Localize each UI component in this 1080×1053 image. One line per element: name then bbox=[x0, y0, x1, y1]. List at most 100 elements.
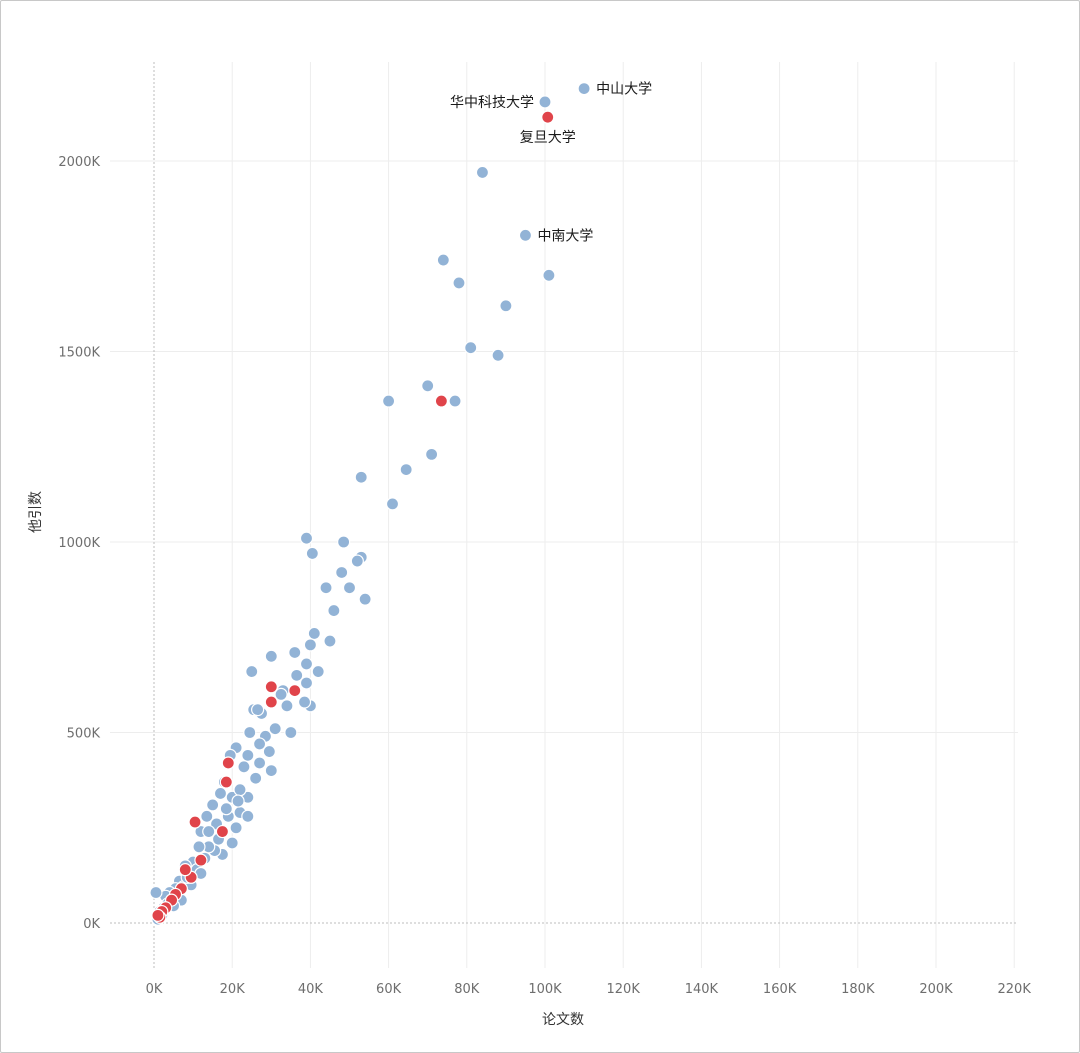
x-tick-label: 80K bbox=[454, 982, 480, 997]
y-axis-title: 他引数 bbox=[28, 491, 44, 533]
point-label: 中山大学 bbox=[596, 82, 652, 98]
blue-point bbox=[319, 581, 333, 595]
blue-point bbox=[337, 535, 351, 549]
x-tick-label: 60K bbox=[376, 982, 402, 997]
blue-point bbox=[274, 687, 288, 702]
y-axis-ticks: 0K500K1000K1500K2000K2500K3000K3500K4000… bbox=[58, 155, 101, 932]
x-tick-label: 140K bbox=[685, 982, 719, 997]
blue-point bbox=[249, 771, 263, 785]
y-tick-label: 1500K bbox=[58, 346, 100, 361]
blue-point bbox=[499, 299, 513, 313]
point-labels: 中国科学院大学清华大学上海交通大学浙江大学北京大学中山大学华中科技大学复旦大学中… bbox=[450, 82, 652, 245]
data-points bbox=[149, 82, 591, 926]
red-point bbox=[188, 815, 202, 829]
red-point bbox=[221, 756, 235, 770]
point-label: 中南大学 bbox=[537, 228, 593, 244]
x-tick-label: 160K bbox=[763, 982, 797, 997]
blue-point bbox=[421, 379, 435, 393]
blue-point bbox=[299, 657, 314, 671]
y-tick-label: 500K bbox=[67, 727, 101, 742]
blue-point bbox=[382, 394, 396, 408]
blue-point bbox=[241, 748, 255, 762]
point-label: 华中科技大学 bbox=[450, 95, 534, 111]
blue-point bbox=[323, 634, 337, 648]
blue-point bbox=[241, 809, 255, 823]
blue-point bbox=[284, 725, 298, 740]
labeled-point bbox=[541, 110, 555, 124]
blue-point bbox=[342, 581, 357, 595]
red-point bbox=[178, 863, 192, 877]
x-tick-label: 200K bbox=[919, 982, 953, 997]
blue-point bbox=[385, 497, 400, 511]
red-point bbox=[288, 683, 302, 698]
blue-point bbox=[252, 737, 267, 751]
x-tick-label: 120K bbox=[607, 982, 641, 997]
blue-point bbox=[200, 809, 214, 823]
x-tick-label: 20K bbox=[220, 982, 246, 997]
blue-point bbox=[243, 725, 257, 740]
blue-point bbox=[305, 546, 319, 561]
red-point bbox=[215, 824, 230, 839]
blue-point bbox=[245, 664, 259, 679]
blue-point bbox=[297, 695, 312, 709]
blue-point bbox=[475, 165, 490, 180]
blue-point bbox=[491, 348, 505, 362]
red-point bbox=[194, 853, 208, 867]
blue-point bbox=[464, 341, 478, 355]
blue-point bbox=[311, 664, 325, 679]
blue-point bbox=[399, 463, 413, 477]
labeled-point bbox=[577, 82, 591, 96]
blue-point bbox=[237, 760, 251, 774]
point-label: 复旦大学 bbox=[520, 129, 576, 146]
blue-point bbox=[219, 802, 233, 816]
x-tick-label: 40K bbox=[298, 982, 324, 997]
blue-point bbox=[354, 470, 368, 484]
x-axis-ticks: 0K 20K 40K 60K 80K 100K 120K 140K 160K 180K 200K 22… bbox=[146, 982, 1032, 997]
y-tick-label: 2000K bbox=[58, 155, 100, 170]
blue-point bbox=[288, 645, 302, 660]
blue-point bbox=[202, 824, 216, 839]
blue-point bbox=[149, 885, 163, 900]
x-tick-label: 100K bbox=[528, 982, 562, 997]
blue-point bbox=[251, 703, 265, 717]
blue-point bbox=[280, 699, 294, 713]
x-axis-title: 论文数 bbox=[542, 1012, 584, 1028]
red-point bbox=[434, 394, 448, 408]
blue-point bbox=[303, 638, 317, 652]
blue-point bbox=[252, 756, 267, 770]
blue-point bbox=[264, 649, 278, 663]
blue-point bbox=[192, 840, 206, 854]
blue-point bbox=[299, 531, 314, 545]
blue-point bbox=[233, 783, 247, 797]
blue-point bbox=[206, 798, 220, 812]
blue-point bbox=[262, 744, 276, 759]
x-tick-label: 0K bbox=[146, 982, 163, 997]
blue-point bbox=[307, 626, 321, 641]
blue-point bbox=[229, 821, 243, 835]
labeled-point bbox=[538, 95, 552, 109]
blue-point bbox=[290, 668, 304, 682]
blue-point bbox=[358, 592, 372, 606]
blue-point bbox=[213, 786, 228, 801]
blue-point bbox=[327, 603, 341, 618]
red-point bbox=[264, 680, 278, 694]
y-tick-label: 0K bbox=[83, 917, 100, 932]
y-tick-label: 1000K bbox=[58, 536, 100, 551]
blue-point bbox=[225, 836, 239, 850]
x-tick-label: 180K bbox=[841, 982, 875, 997]
blue-point bbox=[335, 565, 349, 580]
red-point bbox=[219, 775, 233, 789]
labeled-point bbox=[518, 228, 533, 242]
blue-point bbox=[231, 794, 245, 808]
blue-point bbox=[299, 676, 314, 690]
blue-point bbox=[268, 722, 282, 736]
blue-point bbox=[264, 763, 278, 778]
red-point bbox=[264, 695, 278, 709]
blue-point bbox=[452, 276, 466, 290]
blue-point bbox=[425, 447, 439, 461]
blue-point bbox=[542, 268, 556, 282]
x-tick-label: 220K bbox=[998, 982, 1032, 997]
blue-point bbox=[448, 394, 462, 408]
blue-point bbox=[350, 554, 364, 568]
